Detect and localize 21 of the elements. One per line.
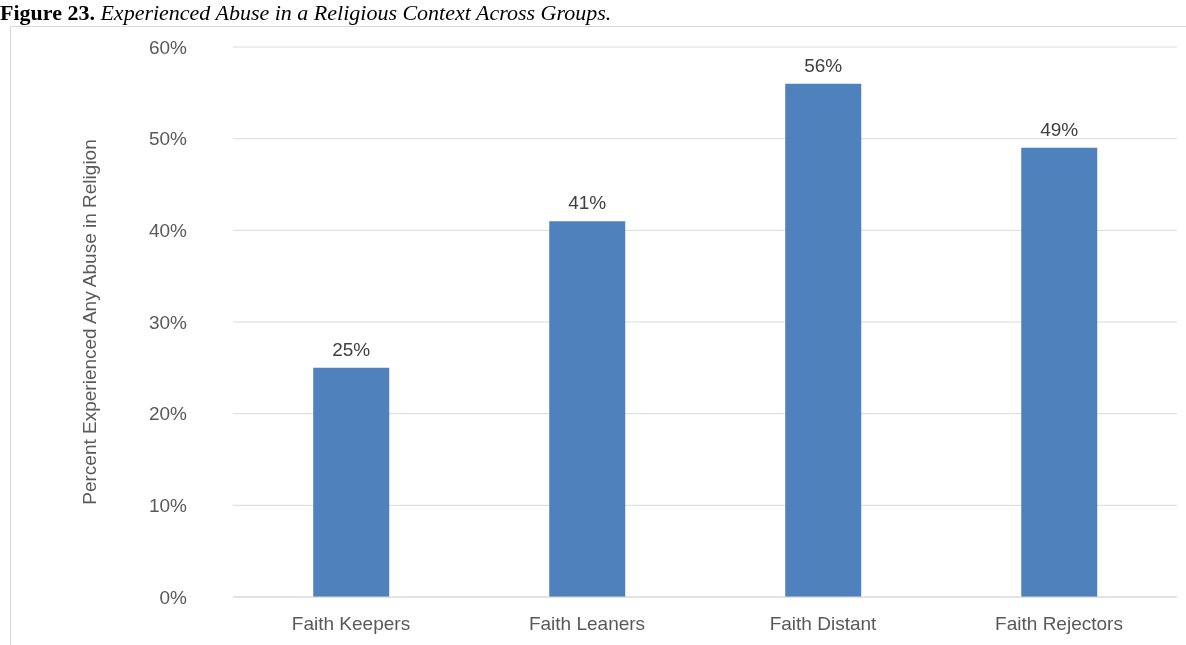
x-tick-label: Faith Rejectors [995, 613, 1123, 635]
data-label: 41% [568, 192, 607, 214]
data-label: 25% [332, 338, 371, 360]
x-tick-label: Faith Leaners [528, 613, 646, 635]
x-tick-label: Faith Distant [769, 613, 878, 635]
chart-title: Figure 23. Experienced Abuse in a Religious Context Across Groups. [0, 0, 612, 25]
bar [313, 367, 390, 597]
y-tick-label: 60% [148, 36, 188, 58]
y-tick-label: 40% [148, 220, 188, 242]
y-tick-label: 50% [148, 128, 188, 150]
bar [785, 83, 862, 597]
bar [549, 221, 626, 597]
y-tick-label: 10% [148, 495, 188, 517]
data-label: 56% [804, 54, 843, 76]
y-axis-title: Percent Experienced Any Abuse in Religion [78, 139, 100, 505]
y-tick-label: 0% [159, 586, 188, 608]
y-tick-label: 30% [148, 311, 188, 333]
x-tick-label: Faith Keepers [291, 613, 411, 635]
bar [1021, 147, 1098, 597]
data-label: 49% [1040, 118, 1079, 140]
y-tick-label: 20% [148, 403, 188, 425]
